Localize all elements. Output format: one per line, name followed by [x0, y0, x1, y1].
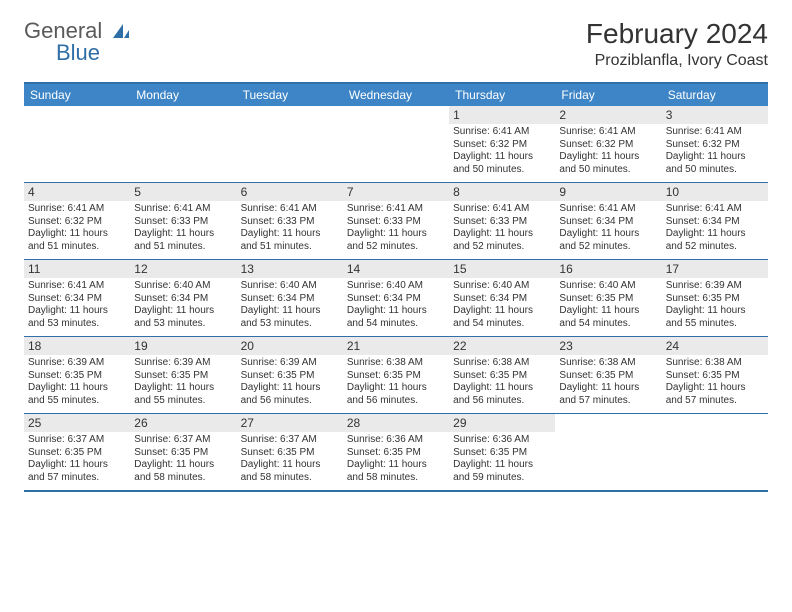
day-info: Sunrise: 6:39 AMSunset: 6:35 PMDaylight:…: [237, 355, 343, 413]
day-number: 10: [662, 183, 768, 201]
week-daynum-row: 45678910: [24, 182, 768, 201]
day-info: Sunrise: 6:40 AMSunset: 6:34 PMDaylight:…: [343, 278, 449, 336]
day-number: 20: [237, 337, 343, 355]
day-number: 13: [237, 260, 343, 278]
day-info: Sunrise: 6:41 AMSunset: 6:34 PMDaylight:…: [555, 201, 661, 259]
day-number: 9: [555, 183, 661, 201]
day-info: Sunrise: 6:38 AMSunset: 6:35 PMDaylight:…: [449, 355, 555, 413]
day-info: Sunrise: 6:40 AMSunset: 6:35 PMDaylight:…: [555, 278, 661, 336]
day-number: 11: [24, 260, 130, 278]
weekday-header: Wednesday: [343, 84, 449, 106]
day-number: [130, 106, 236, 124]
day-info: Sunrise: 6:41 AMSunset: 6:34 PMDaylight:…: [24, 278, 130, 336]
day-number: 14: [343, 260, 449, 278]
day-info: [130, 124, 236, 182]
day-info: Sunrise: 6:40 AMSunset: 6:34 PMDaylight:…: [130, 278, 236, 336]
day-info: [662, 432, 768, 490]
day-number: 2: [555, 106, 661, 124]
day-info: [555, 432, 661, 490]
month-title: February 2024: [586, 18, 768, 50]
day-info: [237, 124, 343, 182]
logo: General Blue: [24, 18, 129, 66]
day-number: [555, 414, 661, 432]
day-number: 21: [343, 337, 449, 355]
day-info: Sunrise: 6:41 AMSunset: 6:32 PMDaylight:…: [449, 124, 555, 182]
day-number: 7: [343, 183, 449, 201]
header: General Blue February 2024 Proziblanfla,…: [24, 18, 768, 70]
week-info-row: Sunrise: 6:39 AMSunset: 6:35 PMDaylight:…: [24, 355, 768, 413]
day-info: Sunrise: 6:40 AMSunset: 6:34 PMDaylight:…: [237, 278, 343, 336]
week-info-row: Sunrise: 6:37 AMSunset: 6:35 PMDaylight:…: [24, 432, 768, 490]
weekday-header: Tuesday: [237, 84, 343, 106]
day-info: Sunrise: 6:38 AMSunset: 6:35 PMDaylight:…: [555, 355, 661, 413]
weekday-header: Friday: [555, 84, 661, 106]
day-info: Sunrise: 6:39 AMSunset: 6:35 PMDaylight:…: [24, 355, 130, 413]
day-number: 24: [662, 337, 768, 355]
title-block: February 2024 Proziblanfla, Ivory Coast: [586, 18, 768, 70]
weekday-header: Thursday: [449, 84, 555, 106]
day-number: 27: [237, 414, 343, 432]
day-number: 6: [237, 183, 343, 201]
day-info: Sunrise: 6:41 AMSunset: 6:32 PMDaylight:…: [662, 124, 768, 182]
day-info: Sunrise: 6:40 AMSunset: 6:34 PMDaylight:…: [449, 278, 555, 336]
day-info: Sunrise: 6:36 AMSunset: 6:35 PMDaylight:…: [449, 432, 555, 490]
day-number: 26: [130, 414, 236, 432]
day-number: 19: [130, 337, 236, 355]
day-info: Sunrise: 6:39 AMSunset: 6:35 PMDaylight:…: [130, 355, 236, 413]
logo-sail-icon: [111, 22, 131, 45]
weekday-header: Saturday: [662, 84, 768, 106]
day-number: 8: [449, 183, 555, 201]
day-number: 1: [449, 106, 555, 124]
week-info-row: Sunrise: 6:41 AMSunset: 6:34 PMDaylight:…: [24, 278, 768, 336]
day-info: Sunrise: 6:38 AMSunset: 6:35 PMDaylight:…: [343, 355, 449, 413]
day-number: 17: [662, 260, 768, 278]
day-number: 22: [449, 337, 555, 355]
day-number: 25: [24, 414, 130, 432]
day-number: [237, 106, 343, 124]
day-number: 29: [449, 414, 555, 432]
day-info: Sunrise: 6:41 AMSunset: 6:33 PMDaylight:…: [130, 201, 236, 259]
day-number: [343, 106, 449, 124]
day-number: 28: [343, 414, 449, 432]
day-info: Sunrise: 6:36 AMSunset: 6:35 PMDaylight:…: [343, 432, 449, 490]
weekday-header: Sunday: [24, 84, 130, 106]
location: Proziblanfla, Ivory Coast: [586, 52, 768, 70]
day-info: Sunrise: 6:41 AMSunset: 6:32 PMDaylight:…: [555, 124, 661, 182]
week-daynum-row: 11121314151617: [24, 259, 768, 278]
day-number: 18: [24, 337, 130, 355]
day-info: Sunrise: 6:41 AMSunset: 6:33 PMDaylight:…: [449, 201, 555, 259]
day-info: [343, 124, 449, 182]
day-number: [662, 414, 768, 432]
day-info: Sunrise: 6:41 AMSunset: 6:33 PMDaylight:…: [343, 201, 449, 259]
week-info-row: Sunrise: 6:41 AMSunset: 6:32 PMDaylight:…: [24, 124, 768, 182]
day-number: 5: [130, 183, 236, 201]
weekday-header-row: SundayMondayTuesdayWednesdayThursdayFrid…: [24, 84, 768, 106]
calendar: SundayMondayTuesdayWednesdayThursdayFrid…: [24, 82, 768, 492]
day-number: 23: [555, 337, 661, 355]
day-number: 3: [662, 106, 768, 124]
day-info: [24, 124, 130, 182]
week-daynum-row: 18192021222324: [24, 336, 768, 355]
day-number: 16: [555, 260, 661, 278]
day-number: 15: [449, 260, 555, 278]
day-info: Sunrise: 6:41 AMSunset: 6:33 PMDaylight:…: [237, 201, 343, 259]
day-info: Sunrise: 6:37 AMSunset: 6:35 PMDaylight:…: [130, 432, 236, 490]
day-info: Sunrise: 6:37 AMSunset: 6:35 PMDaylight:…: [24, 432, 130, 490]
day-info: Sunrise: 6:37 AMSunset: 6:35 PMDaylight:…: [237, 432, 343, 490]
week-info-row: Sunrise: 6:41 AMSunset: 6:32 PMDaylight:…: [24, 201, 768, 259]
week-daynum-row: 123: [24, 106, 768, 124]
day-info: Sunrise: 6:41 AMSunset: 6:34 PMDaylight:…: [662, 201, 768, 259]
weekday-header: Monday: [130, 84, 236, 106]
week-daynum-row: 2526272829: [24, 413, 768, 432]
day-number: [24, 106, 130, 124]
day-info: Sunrise: 6:39 AMSunset: 6:35 PMDaylight:…: [662, 278, 768, 336]
day-info: Sunrise: 6:38 AMSunset: 6:35 PMDaylight:…: [662, 355, 768, 413]
day-number: 12: [130, 260, 236, 278]
day-info: Sunrise: 6:41 AMSunset: 6:32 PMDaylight:…: [24, 201, 130, 259]
day-number: 4: [24, 183, 130, 201]
